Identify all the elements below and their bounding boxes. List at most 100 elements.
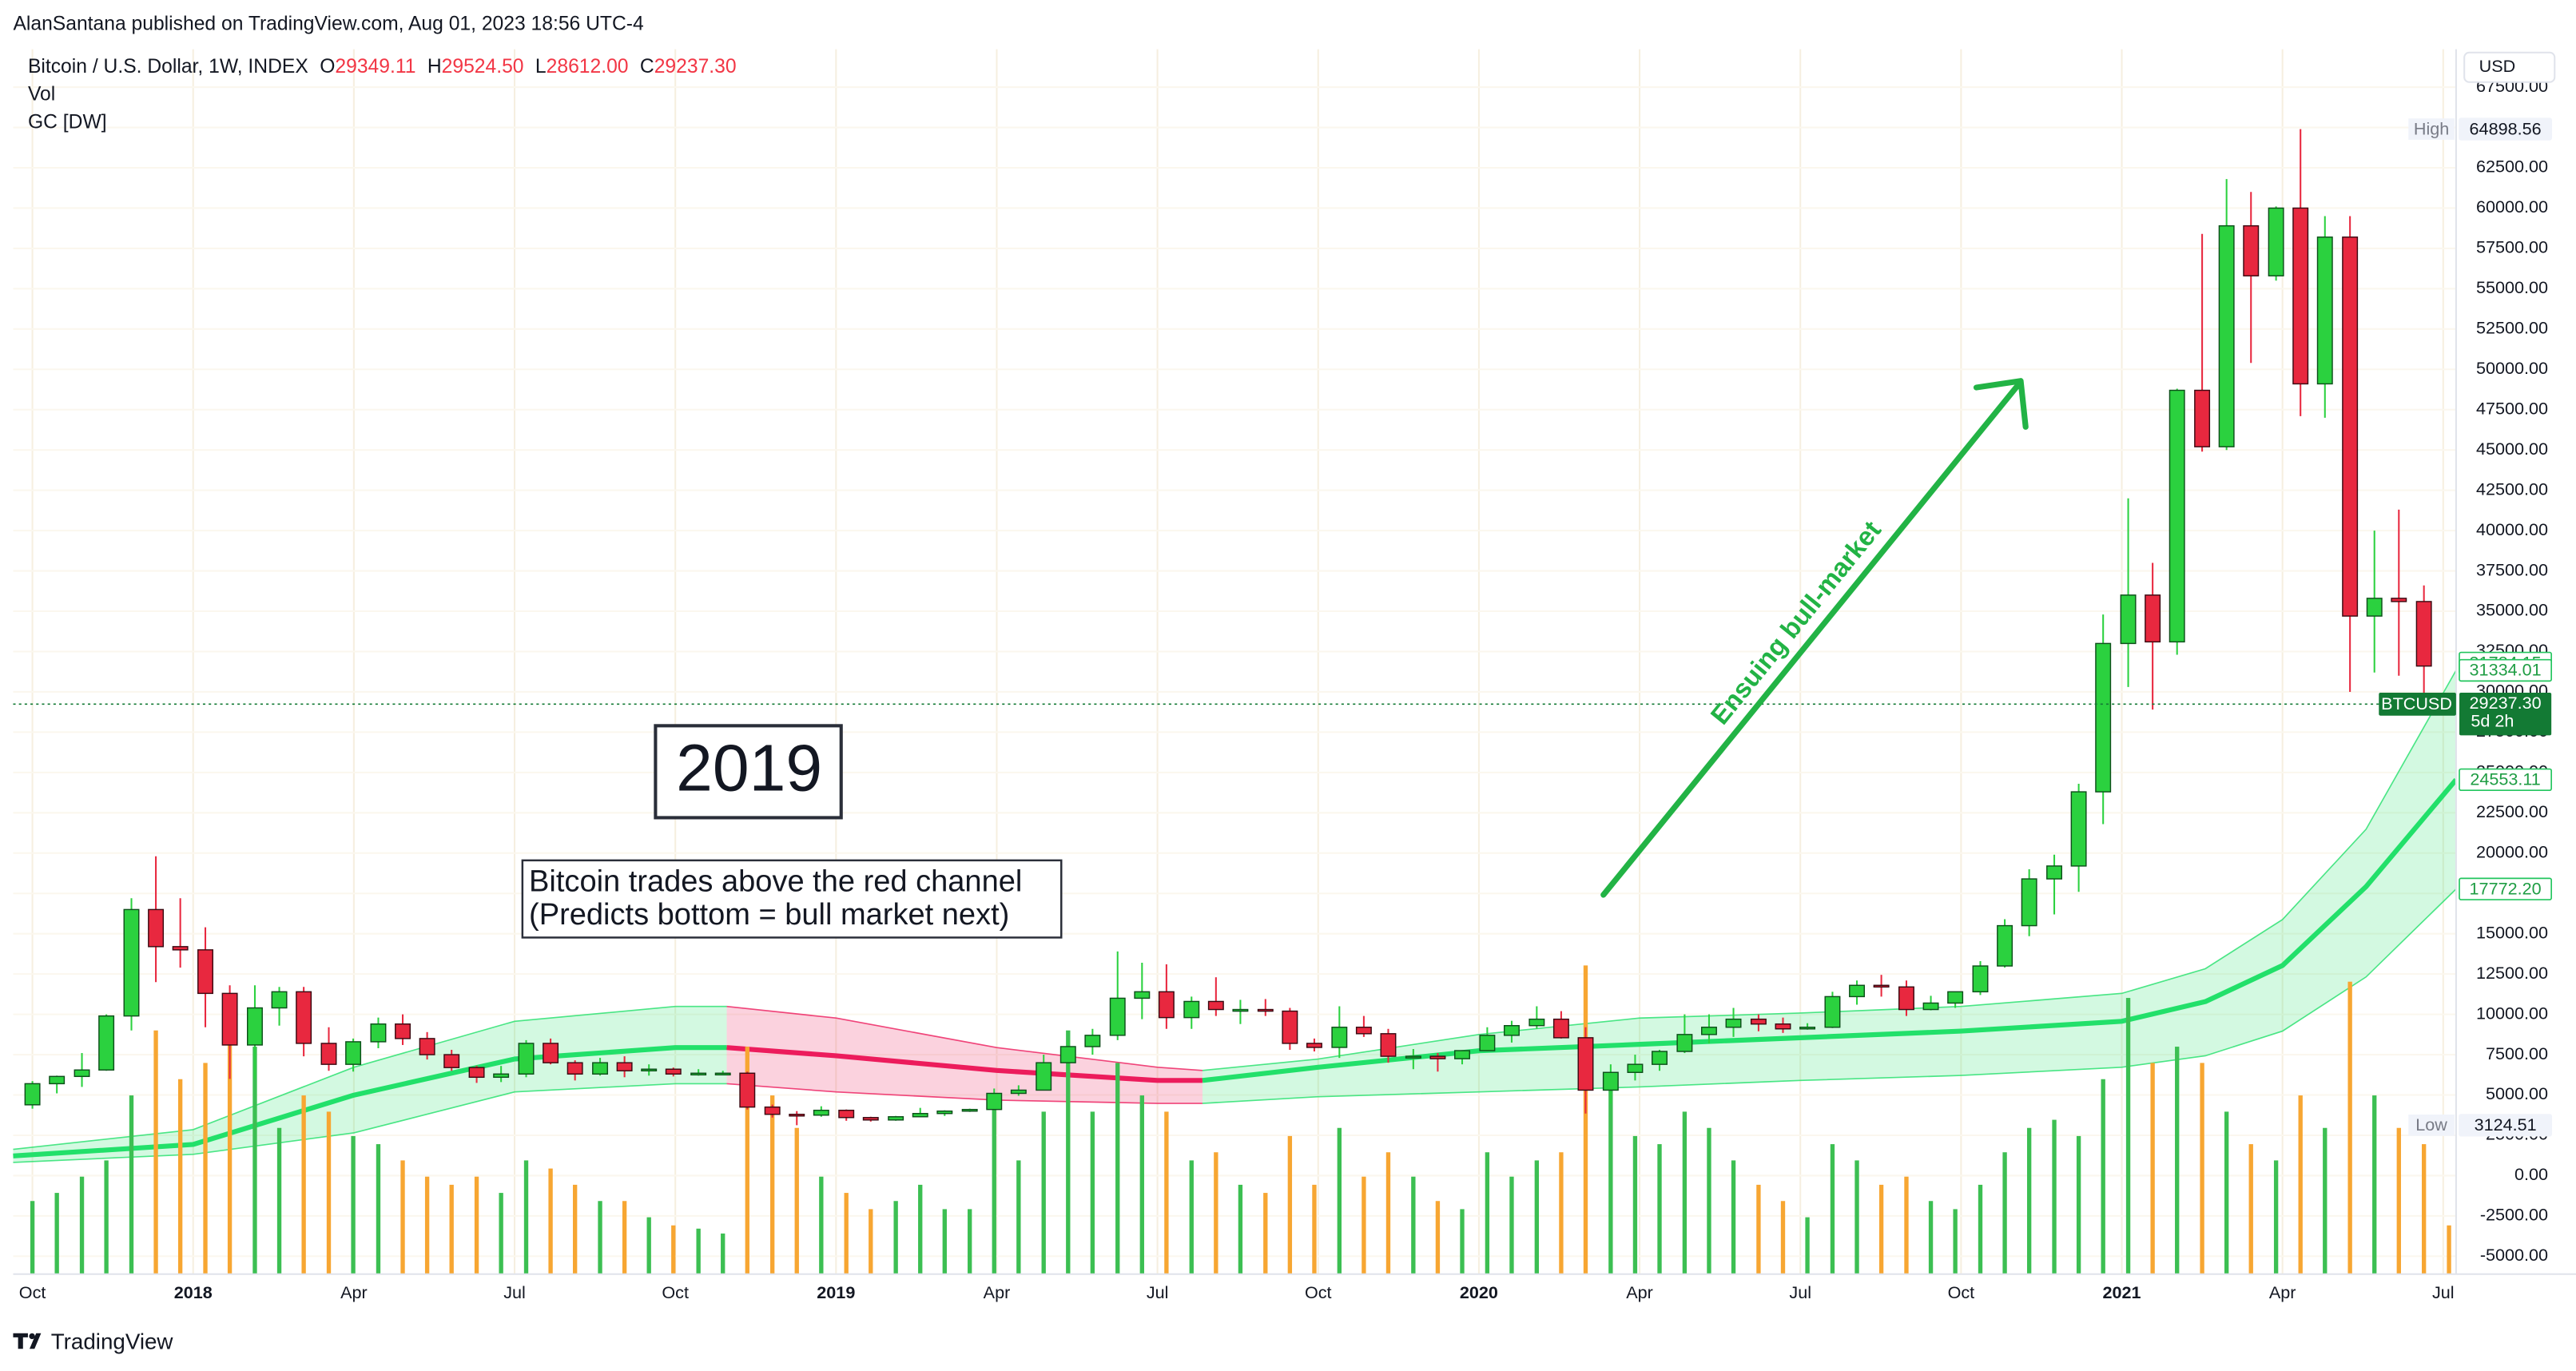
volume-bar bbox=[918, 1184, 923, 1274]
candle-body bbox=[296, 991, 312, 1044]
candle-body bbox=[838, 1109, 855, 1119]
y-tick-label: 50000.00 bbox=[2476, 358, 2548, 378]
candle-body bbox=[1454, 1050, 1470, 1059]
volume-bar bbox=[1263, 1193, 1268, 1274]
candle-body bbox=[2316, 236, 2333, 385]
candle-body bbox=[1577, 1037, 1594, 1091]
candle-body bbox=[789, 1114, 805, 1117]
volume-bar bbox=[2248, 1144, 2253, 1274]
volume-bar bbox=[770, 1095, 775, 1274]
x-tick-label: 2019 bbox=[817, 1282, 855, 1302]
year-box-text: 2019 bbox=[676, 733, 822, 805]
volume-bar bbox=[499, 1193, 503, 1274]
currency[interactable]: USD bbox=[2479, 56, 2516, 76]
volume-bar bbox=[1312, 1184, 1317, 1274]
candle-body bbox=[1232, 1008, 1249, 1012]
volume-bar bbox=[1805, 1217, 1810, 1274]
volume-bar bbox=[227, 1030, 233, 1274]
last-price-tag bbox=[2459, 692, 2552, 736]
candle-body bbox=[2021, 878, 2037, 927]
volume-bar bbox=[2396, 1127, 2401, 1274]
volume-bar bbox=[2200, 1063, 2204, 1274]
candle-body bbox=[2391, 598, 2407, 602]
candle-body bbox=[1331, 1027, 1348, 1048]
y-tick-label: 37500.00 bbox=[2476, 559, 2548, 579]
candle-body bbox=[1922, 1002, 1939, 1011]
channel-edge bbox=[1202, 670, 2457, 1071]
candle-body bbox=[641, 1068, 658, 1071]
y-tick-label: 47500.00 bbox=[2476, 398, 2548, 418]
candle-body bbox=[1652, 1051, 1668, 1065]
candle-body bbox=[2366, 598, 2383, 617]
ohlc-value: 28612.00 bbox=[547, 56, 629, 77]
volume-bar bbox=[2175, 1047, 2180, 1274]
volume-bar bbox=[1559, 1152, 1564, 1274]
volume-bar bbox=[2372, 1095, 2377, 1274]
candle-body bbox=[1010, 1089, 1027, 1095]
volume-bar bbox=[30, 1201, 35, 1274]
channel-area bbox=[1202, 670, 2456, 1104]
volume-bar bbox=[2026, 1127, 2032, 1274]
volume-bar bbox=[351, 1135, 356, 1274]
indicator: GC [DW] bbox=[28, 112, 107, 133]
candle-body bbox=[345, 1041, 362, 1065]
candle-body bbox=[1972, 965, 1989, 993]
candle-body bbox=[592, 1062, 609, 1075]
y-tick-label: 35000.00 bbox=[2476, 600, 2548, 620]
x-tick-label: Oct bbox=[19, 1282, 46, 1302]
volume-bar bbox=[1707, 1127, 1711, 1274]
candle-body bbox=[1084, 1035, 1101, 1047]
volume-bar bbox=[1953, 1209, 1958, 1274]
candle-body bbox=[370, 1023, 387, 1043]
volume-bar bbox=[1460, 1209, 1465, 1274]
candle-body bbox=[1529, 1018, 1545, 1027]
candle-body bbox=[271, 991, 288, 1009]
volume-bar bbox=[1608, 1079, 1613, 1274]
price-tag bbox=[2459, 768, 2552, 792]
x-tick-label: 2021 bbox=[2103, 1282, 2141, 1302]
candle-body bbox=[493, 1073, 510, 1079]
volume-bar bbox=[203, 1063, 208, 1274]
volume-bar bbox=[819, 1176, 824, 1274]
candle-body bbox=[2268, 207, 2284, 276]
volume-bar bbox=[1904, 1176, 1909, 1274]
logo-dot bbox=[29, 1333, 35, 1340]
volume-bar bbox=[942, 1209, 947, 1274]
channel-edge bbox=[1202, 888, 2457, 1104]
currency-button[interactable] bbox=[2463, 51, 2556, 83]
candle-body bbox=[2120, 594, 2137, 645]
symbol-tag-label: BTCUSD bbox=[2381, 693, 2452, 713]
volume-bar bbox=[1583, 965, 1588, 1274]
x-tick-label: Jul bbox=[1789, 1282, 1811, 1302]
candle-body bbox=[1627, 1063, 1644, 1073]
volume-bar bbox=[2298, 1095, 2303, 1274]
candle-body bbox=[1552, 1018, 1569, 1039]
volume-bar bbox=[1657, 1144, 1662, 1274]
x-tick-label: Jul bbox=[2432, 1282, 2455, 1302]
y-tick-label: 52500.00 bbox=[2476, 318, 2548, 338]
y-tick-label: 7500.00 bbox=[2486, 1043, 2548, 1063]
note-text: Bitcoin trades above the red channel bbox=[529, 865, 1022, 899]
candle-body bbox=[1429, 1055, 1446, 1059]
volume-bar bbox=[745, 1047, 749, 1274]
candle-body bbox=[320, 1043, 337, 1065]
volume-bar bbox=[869, 1209, 873, 1274]
x-tick-label: Jul bbox=[503, 1282, 526, 1302]
candle-body bbox=[1355, 1027, 1372, 1035]
last-price-label: 29237.30 bbox=[2470, 693, 2542, 713]
x-tick-label: Apr bbox=[340, 1282, 368, 1302]
volume-bar bbox=[1756, 1184, 1761, 1274]
volume-bar bbox=[844, 1193, 849, 1274]
channel-mid bbox=[13, 1045, 727, 1158]
volume-bar bbox=[1214, 1152, 1218, 1274]
candle-body bbox=[1750, 1018, 1767, 1025]
candle-body bbox=[1380, 1033, 1397, 1057]
candle-body bbox=[443, 1054, 460, 1068]
candle-body bbox=[2218, 225, 2235, 447]
candle-body bbox=[543, 1043, 559, 1063]
candle-body bbox=[74, 1069, 90, 1078]
candle-body bbox=[1405, 1055, 1421, 1059]
candle-body bbox=[468, 1067, 485, 1079]
candle-body bbox=[2415, 601, 2432, 667]
